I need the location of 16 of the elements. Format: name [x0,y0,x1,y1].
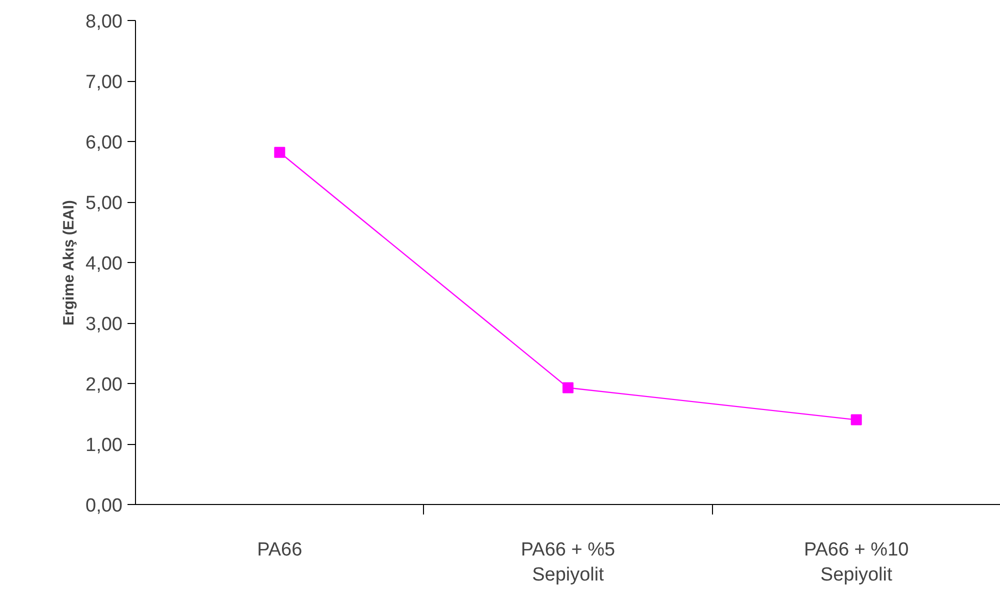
y-axis-title: Ergime Akış (EAI) [60,200,78,326]
x-tick-label: PA66 + %10 Sepiyolit [804,540,909,586]
y-tick-label: 6,00 [86,132,123,154]
y-tick-label: 2,00 [86,374,123,396]
point [562,382,574,394]
y-tick-label: 0,00 [86,496,123,516]
y-tick-label: 3,00 [86,314,123,335]
x-tick-label: PA66 [257,540,302,560]
point [274,146,286,158]
y-tick-label: 1,00 [86,435,123,456]
y-tick-label: 4,00 [86,254,123,274]
point [850,414,862,426]
y-tick-label: 8,00 [86,12,123,32]
x-tick-label: PA66 + %5 Sepiyolit [520,540,616,586]
y-tick-label: 7,00 [86,72,123,93]
y-tick-label: 5,00 [86,193,123,214]
